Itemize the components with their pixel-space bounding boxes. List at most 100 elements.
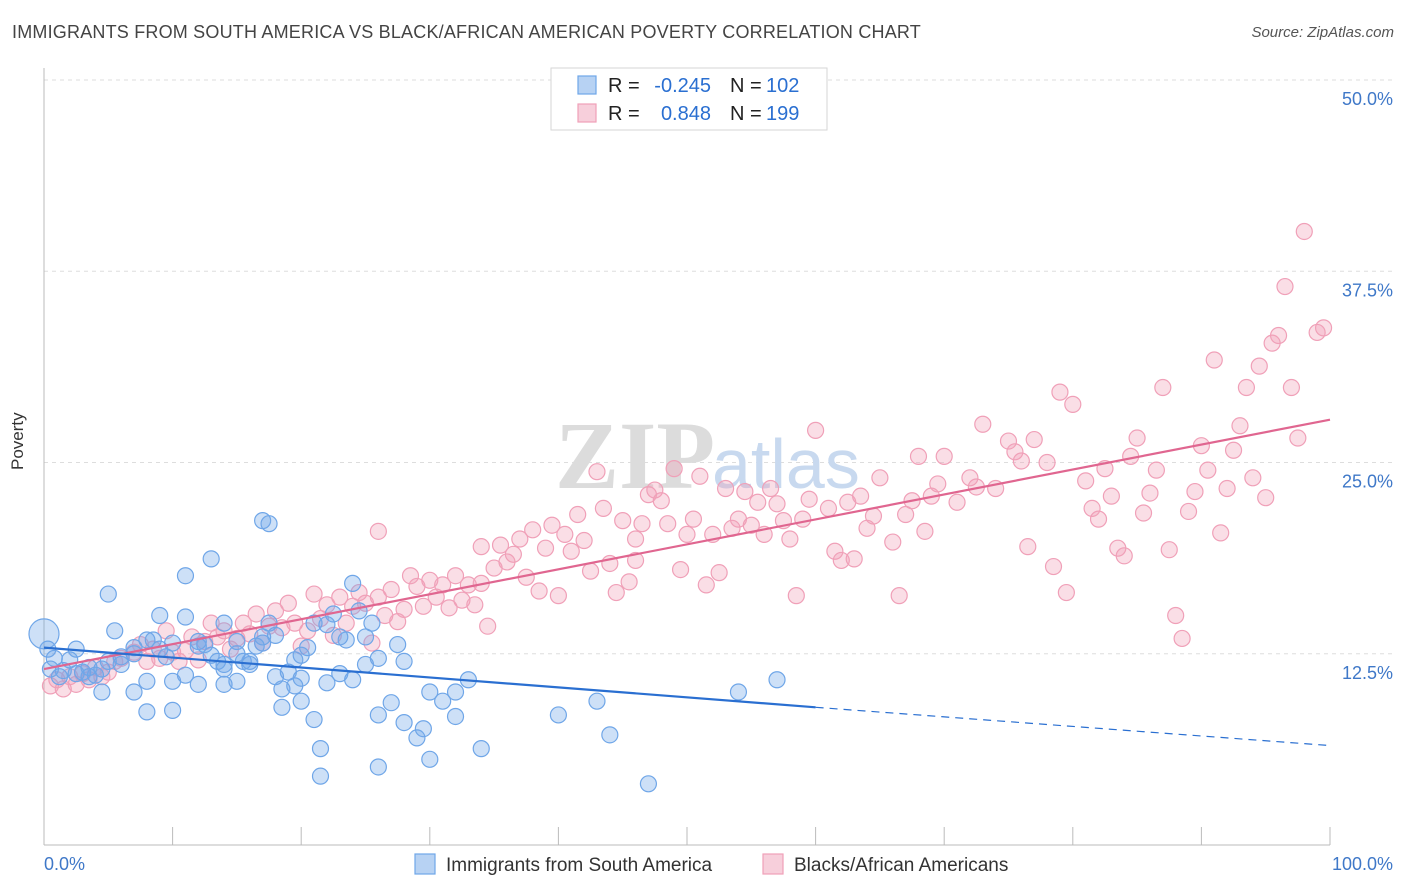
data-point-blacks: [1051, 383, 1069, 401]
data-point-immigrants: [768, 671, 786, 689]
data-point-blacks: [626, 530, 645, 548]
data-point-blacks: [794, 510, 812, 528]
data-point-immigrants: [549, 706, 568, 724]
data-point-blacks: [536, 539, 555, 557]
stats-r-value: 0.848: [661, 103, 711, 125]
data-point-blacks: [819, 499, 838, 517]
stats-n-label: N =: [730, 103, 762, 125]
data-point-immigrants: [125, 683, 143, 701]
data-point-immigrants: [639, 775, 658, 793]
data-point-immigrants: [434, 692, 452, 710]
stats-n-value: 199: [766, 103, 799, 125]
x-tick-label: 100.0%: [1332, 854, 1393, 874]
data-point-immigrants: [106, 622, 124, 640]
y-tick-label: 37.5%: [1342, 280, 1393, 300]
data-point-blacks: [852, 487, 870, 505]
y-tick-label: 50.0%: [1342, 89, 1393, 109]
axes: [43, 68, 1331, 846]
data-point-blacks: [1141, 484, 1159, 502]
bottom-legend: Immigrants from South America Blacks/Afri…: [414, 853, 1008, 876]
data-point-blacks: [1218, 479, 1236, 498]
data-point-blacks: [1044, 557, 1063, 576]
data-point-immigrants: [99, 585, 117, 603]
data-point-blacks: [1224, 441, 1243, 459]
data-point-blacks: [1282, 378, 1301, 397]
data-point-blacks: [781, 530, 799, 548]
data-point-immigrants: [369, 758, 387, 776]
data-point-immigrants: [28, 618, 60, 650]
data-point-immigrants: [356, 628, 375, 646]
stats-legend: R = -0.245 N = 102 R = 0.848 N = 199: [550, 67, 828, 131]
data-point-blacks: [929, 475, 947, 493]
data-point-immigrants: [266, 626, 285, 644]
data-point-blacks: [749, 493, 767, 511]
data-point-blacks: [453, 591, 471, 609]
data-point-immigrants: [273, 680, 291, 698]
data-point-blacks: [716, 479, 735, 498]
legend-swatch: [762, 853, 784, 875]
data-point-blacks: [562, 542, 580, 560]
data-point-blacks: [504, 545, 522, 563]
data-point-blacks: [974, 415, 992, 433]
stats-n-label: N =: [730, 75, 762, 97]
data-point-immigrants: [228, 672, 246, 690]
legend-label: Blacks/African Americans: [794, 855, 1008, 876]
data-point-immigrants: [311, 740, 330, 758]
data-point-blacks: [1250, 357, 1268, 375]
data-point-blacks: [1244, 469, 1262, 487]
data-point-blacks: [1077, 472, 1095, 490]
data-point-blacks: [530, 582, 548, 600]
data-point-blacks: [948, 493, 966, 511]
data-point-immigrants: [344, 574, 362, 592]
data-point-immigrants: [305, 710, 323, 729]
data-point-blacks: [671, 560, 690, 579]
data-point-immigrants: [164, 701, 182, 719]
data-point-blacks: [1160, 541, 1178, 559]
data-point-blacks: [832, 551, 850, 570]
data-point-immigrants: [588, 692, 606, 710]
data-point-immigrants: [247, 637, 265, 655]
data-point-blacks: [787, 587, 805, 605]
data-point-blacks: [1115, 547, 1133, 565]
data-point-immigrants: [601, 726, 619, 744]
data-point-immigrants: [176, 608, 195, 626]
data-point-blacks: [279, 594, 297, 612]
data-point-blacks: [1186, 482, 1204, 501]
watermark: ZIP atlas: [555, 402, 860, 509]
data-point-immigrants: [421, 683, 439, 701]
data-point-blacks: [581, 562, 600, 580]
watermark-zip: ZIP: [555, 402, 715, 509]
data-point-immigrants: [369, 649, 387, 667]
data-point-blacks: [684, 510, 703, 528]
data-point-blacks: [614, 512, 632, 530]
data-point-blacks: [633, 515, 651, 533]
data-point-immigrants: [311, 767, 330, 785]
legend-label: Immigrants from South America: [446, 855, 713, 876]
data-point-blacks: [247, 605, 265, 623]
data-point-immigrants: [395, 713, 413, 732]
data-point-blacks: [569, 505, 587, 524]
data-point-blacks: [626, 551, 645, 570]
data-point-blacks: [337, 614, 355, 632]
data-point-blacks: [511, 530, 529, 548]
data-point-blacks: [440, 599, 458, 617]
stats-legend-box: [550, 67, 828, 131]
data-point-immigrants: [138, 672, 156, 690]
data-point-immigrants: [472, 740, 490, 758]
data-point-blacks: [1295, 222, 1313, 241]
data-point-blacks: [1179, 502, 1198, 521]
data-point-immigrants: [144, 631, 162, 649]
data-point-blacks: [768, 495, 786, 513]
data-point-blacks: [1025, 430, 1043, 449]
data-point-blacks: [710, 564, 728, 582]
chart-title: IMMIGRANTS FROM SOUTH AMERICA VS BLACK/A…: [12, 22, 922, 42]
data-point-immigrants: [196, 635, 214, 654]
data-point-blacks: [761, 479, 780, 498]
data-point-blacks: [665, 460, 683, 478]
data-point-blacks: [1083, 499, 1101, 517]
data-point-immigrants: [292, 692, 310, 710]
source-label: Source: ZipAtlas.com: [1251, 24, 1394, 41]
data-point-immigrants: [408, 729, 426, 747]
data-point-blacks: [202, 614, 220, 632]
